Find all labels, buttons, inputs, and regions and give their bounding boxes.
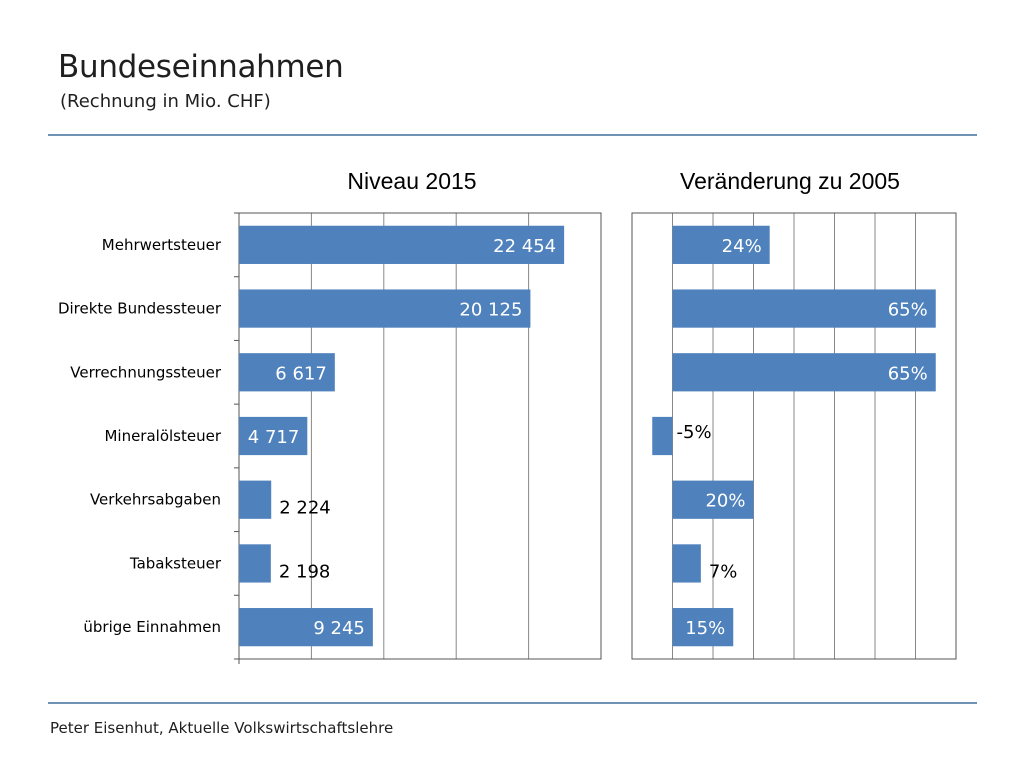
footer-credit: Peter Eisenhut, Aktuelle Volkswirtschaft…	[50, 719, 394, 737]
bar-veraenderung	[652, 416, 673, 456]
category-label: Mehrwertsteuer	[102, 236, 222, 254]
chart-title-veraenderung: Veränderung zu 2005	[680, 168, 900, 194]
data-label-niveau: 4 717	[248, 427, 300, 448]
plot-frame-veraenderung	[631, 212, 957, 660]
data-label-veraenderung: 20%	[705, 491, 745, 512]
data-label-niveau: 6 617	[275, 363, 327, 384]
data-label-veraenderung: -5%	[677, 422, 712, 443]
bar-veraenderung	[672, 353, 936, 392]
category-label: Verkehrsabgaben	[90, 491, 221, 509]
page-subtitle: (Rechnung in Mio. CHF)	[60, 91, 271, 112]
top-divider	[48, 134, 977, 136]
bar-niveau	[239, 225, 565, 264]
bar-niveau	[239, 353, 335, 392]
category-label: Mineralölsteuer	[104, 427, 221, 445]
data-label-niveau: 2 224	[279, 498, 331, 519]
data-label-niveau: 20 125	[459, 300, 522, 321]
page-title: Bundeseinnahmen	[58, 49, 344, 85]
bar-niveau	[239, 608, 373, 647]
data-label-niveau: 2 198	[279, 561, 331, 582]
bar-veraenderung	[672, 289, 936, 328]
bar-niveau	[239, 544, 271, 583]
data-label-veraenderung: 24%	[722, 236, 762, 257]
category-label: übrige Einnahmen	[83, 618, 221, 636]
data-label-veraenderung: 15%	[685, 618, 725, 639]
data-label-veraenderung: 7%	[709, 561, 738, 582]
bar-veraenderung	[672, 608, 734, 647]
bar-veraenderung	[672, 225, 770, 264]
category-label: Direkte Bundessteuer	[58, 300, 222, 318]
data-label-veraenderung: 65%	[888, 300, 928, 321]
data-label-veraenderung: 65%	[888, 363, 928, 384]
data-label-niveau: 22 454	[493, 236, 556, 257]
category-label: Verrechnungssteuer	[70, 363, 222, 381]
bar-veraenderung	[672, 480, 754, 519]
bar-veraenderung	[672, 544, 701, 583]
bar-niveau	[239, 289, 531, 328]
bottom-divider	[48, 702, 977, 704]
category-label: Tabaksteuer	[129, 554, 222, 572]
chart-title-niveau: Niveau 2015	[347, 168, 476, 194]
data-label-niveau: 9 245	[313, 618, 365, 639]
bar-niveau	[239, 416, 308, 456]
bar-niveau	[239, 480, 272, 519]
